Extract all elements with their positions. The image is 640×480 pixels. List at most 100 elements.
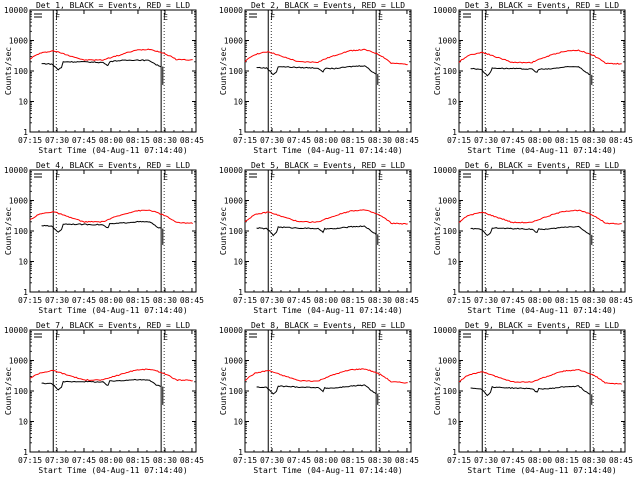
y-tick-label: 100 bbox=[443, 67, 458, 76]
y-tick-label: 100 bbox=[229, 67, 244, 76]
marker-label: F bbox=[484, 333, 489, 342]
y-axis-label: Counts/sec bbox=[433, 367, 442, 415]
x-tick-label: 07:45 bbox=[72, 296, 96, 305]
series-lld-line bbox=[458, 49, 622, 65]
marker-label: E bbox=[163, 173, 168, 182]
x-tick-label: 07:15 bbox=[447, 296, 471, 305]
x-tick-label: 07:30 bbox=[260, 136, 284, 145]
x-tick-label: 08:45 bbox=[395, 456, 419, 465]
marker-label: F bbox=[484, 13, 489, 22]
x-tick-label: 08:30 bbox=[582, 456, 606, 465]
y-tick-label: 1 bbox=[23, 128, 28, 137]
chart-title: Det 1, BLACK = Events, RED = LLD bbox=[36, 1, 190, 10]
x-tick-label: 08:45 bbox=[180, 136, 204, 145]
y-axis-label: Counts/sec bbox=[4, 207, 13, 255]
y-tick-label: 1 bbox=[452, 288, 457, 297]
x-tick-label: 07:15 bbox=[18, 456, 42, 465]
y-tick-label: 100 bbox=[14, 227, 29, 236]
x-tick-label: 08:45 bbox=[395, 136, 419, 145]
x-tick-label: 08:00 bbox=[314, 456, 338, 465]
plot-frame bbox=[458, 9, 626, 133]
x-tick-label: 08:15 bbox=[341, 296, 365, 305]
chart-title: Det 7, BLACK = Events, RED = LLD bbox=[36, 321, 190, 330]
y-tick-label: 100 bbox=[229, 387, 244, 396]
y-tick-label: 1 bbox=[238, 128, 243, 137]
series-lld-line bbox=[29, 209, 193, 225]
y-tick-label: 10000 bbox=[433, 326, 457, 335]
y-tick-label: 10 bbox=[447, 98, 457, 107]
x-axis-label: Start Time (04-Aug-11 07:14:40) bbox=[38, 146, 187, 155]
x-axis-label: Start Time (04-Aug-11 07:14:40) bbox=[467, 306, 616, 315]
y-tick-label: 10 bbox=[18, 98, 28, 107]
x-tick-label: 07:30 bbox=[260, 296, 284, 305]
x-tick-label: 08:15 bbox=[341, 136, 365, 145]
x-tick-label: 08:00 bbox=[528, 296, 552, 305]
x-axis-label: Start Time (04-Aug-11 07:14:40) bbox=[467, 146, 616, 155]
x-tick-label: 08:00 bbox=[528, 136, 552, 145]
series-events-line bbox=[470, 385, 591, 397]
chart-title: Det 6, BLACK = Events, RED = LLD bbox=[465, 161, 619, 170]
series-events-line bbox=[256, 384, 377, 395]
y-tick-label: 1000 bbox=[224, 37, 243, 46]
marker-label: F bbox=[484, 173, 489, 182]
x-tick-label: 08:45 bbox=[180, 456, 204, 465]
series-events-line bbox=[41, 59, 162, 71]
x-tick-label: 08:00 bbox=[99, 456, 123, 465]
x-tick-label: 08:15 bbox=[341, 456, 365, 465]
chart-title: Det 3, BLACK = Events, RED = LLD bbox=[465, 1, 619, 10]
series-events-line bbox=[256, 225, 377, 237]
x-tick-label: 07:30 bbox=[45, 296, 69, 305]
x-tick-label: 08:30 bbox=[153, 136, 177, 145]
x-tick-label: 07:30 bbox=[45, 456, 69, 465]
plot-frame bbox=[29, 169, 197, 293]
marker-label: E bbox=[163, 333, 168, 342]
series-lld-line bbox=[244, 209, 408, 225]
series-lld-line bbox=[29, 48, 193, 61]
x-tick-label: 07:45 bbox=[501, 136, 525, 145]
x-tick-label: 07:30 bbox=[474, 136, 498, 145]
x-tick-label: 08:00 bbox=[99, 136, 123, 145]
x-tick-label: 07:45 bbox=[287, 296, 311, 305]
detector-panel-8: Det 8, BLACK = Events, RED = LLD 1 10 100 10… bbox=[219, 321, 419, 475]
y-axis-label: Counts/sec bbox=[4, 367, 13, 415]
marker-label: F bbox=[55, 173, 60, 182]
x-tick-label: 08:15 bbox=[126, 296, 150, 305]
marker-label: E bbox=[163, 13, 168, 22]
chart-title: Det 2, BLACK = Events, RED = LLD bbox=[251, 1, 405, 10]
x-tick-label: 08:00 bbox=[99, 296, 123, 305]
y-tick-label: 10000 bbox=[219, 166, 243, 175]
x-tick-label: 08:15 bbox=[126, 456, 150, 465]
x-tick-label: 07:45 bbox=[287, 136, 311, 145]
y-tick-label: 10 bbox=[18, 258, 28, 267]
detector-panel-7: Det 7, BLACK = Events, RED = LLD 1 10 100 10… bbox=[4, 321, 204, 475]
x-tick-label: 07:45 bbox=[287, 456, 311, 465]
detector-panel-9: Det 9, BLACK = Events, RED = LLD 1 10 100 10… bbox=[433, 321, 633, 475]
marker-label: E bbox=[378, 173, 383, 182]
y-tick-label: 10000 bbox=[219, 326, 243, 335]
y-tick-label: 100 bbox=[443, 227, 458, 236]
detector-panel-6: Det 6, BLACK = Events, RED = LLD 1 10 100 10… bbox=[433, 161, 633, 315]
x-tick-label: 07:45 bbox=[72, 136, 96, 145]
x-axis-label: Start Time (04-Aug-11 07:14:40) bbox=[38, 466, 187, 475]
y-tick-label: 10 bbox=[447, 258, 457, 267]
series-events-line bbox=[41, 378, 162, 391]
series-lld-line bbox=[244, 48, 408, 66]
x-tick-label: 07:15 bbox=[447, 456, 471, 465]
x-tick-label: 08:45 bbox=[609, 296, 633, 305]
y-axis-label: Counts/sec bbox=[219, 367, 228, 415]
y-tick-label: 1000 bbox=[438, 357, 457, 366]
y-tick-label: 10000 bbox=[4, 166, 28, 175]
marker-label: E bbox=[592, 13, 597, 22]
x-tick-label: 08:45 bbox=[609, 456, 633, 465]
x-tick-label: 08:15 bbox=[555, 296, 579, 305]
y-tick-label: 1000 bbox=[224, 197, 243, 206]
marker-label: F bbox=[55, 333, 60, 342]
y-tick-label: 10000 bbox=[4, 6, 28, 15]
x-tick-label: 08:15 bbox=[126, 136, 150, 145]
x-tick-label: 07:15 bbox=[233, 136, 257, 145]
y-tick-label: 10 bbox=[233, 98, 243, 107]
y-tick-label: 100 bbox=[14, 387, 29, 396]
chart-title: Det 8, BLACK = Events, RED = LLD bbox=[251, 321, 405, 330]
